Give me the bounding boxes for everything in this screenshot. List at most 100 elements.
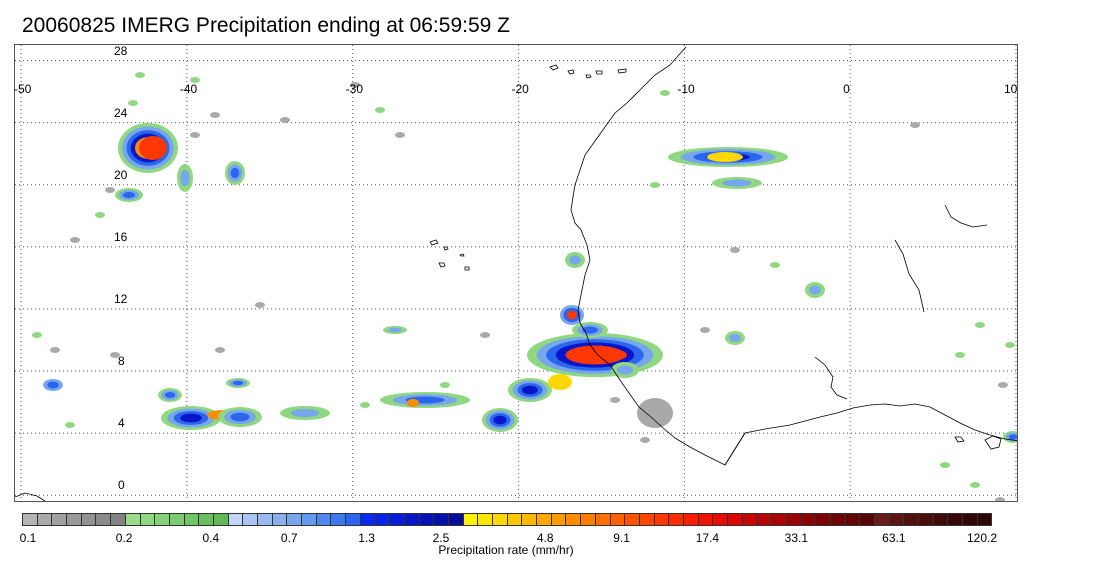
colorbar-swatch [169, 514, 185, 525]
colorbar-tick-label: 0.7 [280, 531, 298, 545]
light-rain-speck [50, 347, 60, 353]
colorbar-swatch [228, 514, 244, 525]
inland-river-3 [944, 204, 988, 228]
light-rain-speck [70, 237, 80, 243]
colorbar-tick-label: 0.2 [115, 531, 133, 545]
precipitation-map[interactable] [14, 44, 1018, 502]
colorbar-swatch [874, 514, 890, 525]
rain-patch [230, 167, 240, 179]
cape-verde-islands [429, 239, 470, 271]
colorbar-swatch [81, 514, 97, 525]
light-rain-speck [955, 352, 965, 358]
light-rain-speck [650, 182, 660, 188]
light-rain-speck [95, 212, 105, 218]
rain-patch [388, 327, 402, 333]
colorbar-tick-label: 120.2 [966, 531, 998, 545]
coastline [15, 46, 1017, 501]
lat-label: 8 [118, 354, 125, 369]
drizzle-patch [637, 398, 673, 428]
rain-patch [722, 179, 752, 187]
colorbar-swatch [786, 514, 802, 525]
light-rain-speck [190, 77, 200, 83]
colorbar-swatch [184, 514, 200, 525]
lon-label: -20 [511, 82, 529, 96]
colorbar-swatch [889, 514, 905, 525]
colorbar-swatch [67, 514, 82, 525]
storm-core [567, 347, 627, 363]
colorbar-swatch [713, 514, 728, 525]
inland-river-2 [894, 239, 925, 313]
colorbar-label: Precipitation rate (mm/hr) [438, 543, 574, 557]
colorbar-swatch [816, 514, 831, 525]
colorbar-swatch [199, 514, 214, 525]
colorbar-swatch [331, 514, 347, 525]
light-rain-speck [940, 462, 950, 468]
colorbar-tick-label: 2.5 [432, 531, 450, 545]
colorbar-swatch [478, 514, 493, 525]
colorbar-swatch [493, 514, 508, 525]
colorbar-tick-label: 0.4 [202, 531, 220, 545]
colorbar-swatch [111, 514, 126, 525]
colorbar-swatch [140, 514, 156, 525]
map-title: 20060825 IMERG Precipitation ending at 0… [22, 14, 510, 37]
coastal-segment [724, 432, 746, 466]
rain-patch [1008, 434, 1017, 440]
colorbar-swatch [125, 514, 141, 525]
colorbar-swatch [52, 514, 68, 525]
colorbar-swatch [23, 514, 38, 525]
lon-label: -10 [677, 82, 695, 96]
colorbar-swatch [243, 514, 258, 525]
colorbar-tick-label: 17.4 [695, 531, 720, 545]
light-rain-speck [110, 352, 120, 358]
rain-core [707, 152, 743, 162]
light-rain-speck [215, 347, 225, 353]
west-africa-coastline [570, 46, 1017, 466]
colorbar-swatch [904, 514, 919, 525]
rain-band [290, 408, 320, 418]
light-rain-speck [395, 132, 405, 138]
colorbar-swatch [551, 514, 567, 525]
colorbar-swatch [37, 514, 53, 525]
lon-label: 10 [1004, 82, 1018, 96]
lat-label: 0 [118, 478, 125, 493]
lat-label: 16 [114, 229, 128, 244]
colorbar-swatch [507, 514, 523, 525]
colorbar-swatch [419, 514, 435, 525]
lon-label: -50 [14, 82, 32, 96]
colorbar-swatch [830, 514, 846, 525]
rain-patch [566, 310, 578, 320]
light-rain-speck [440, 382, 450, 388]
colorbar-swatch [933, 514, 949, 525]
light-rain-speck [995, 497, 1005, 501]
light-rain-speck [610, 397, 620, 403]
colorbar-swatch [963, 514, 978, 525]
light-rain-speck [970, 482, 980, 488]
light-rain-speck [998, 382, 1008, 388]
colorbar-swatch [683, 514, 699, 525]
colorbar-swatch [404, 514, 420, 525]
colorbar-swatch [948, 514, 963, 525]
colorbar-swatch [845, 514, 861, 525]
colorbar-swatch [728, 514, 743, 525]
precipitation-field [32, 72, 1017, 501]
lat-label: 12 [114, 291, 128, 306]
colorbar-swatch [537, 514, 552, 525]
rain-patch [180, 169, 190, 187]
light-rain-speck [280, 117, 290, 123]
rain-patch [616, 365, 634, 375]
light-rain-speck [480, 332, 490, 338]
colorbar-swatch [742, 514, 758, 525]
colorbar-swatch [390, 514, 405, 525]
colorbar-swatch [522, 514, 538, 525]
inland-river-1 [814, 356, 848, 400]
colorbar-tick-label: 63.1 [882, 531, 906, 545]
light-rain-speck [360, 402, 370, 408]
rain-patch [493, 415, 507, 425]
light-rain-speck [135, 72, 145, 78]
southwest-coast [15, 492, 46, 501]
colorbar-swatch [375, 514, 391, 525]
light-rain-speck [32, 332, 42, 338]
colorbar-swatch [595, 514, 611, 525]
colorbar-swatch [625, 514, 640, 525]
colorbar-swatch [918, 514, 934, 525]
